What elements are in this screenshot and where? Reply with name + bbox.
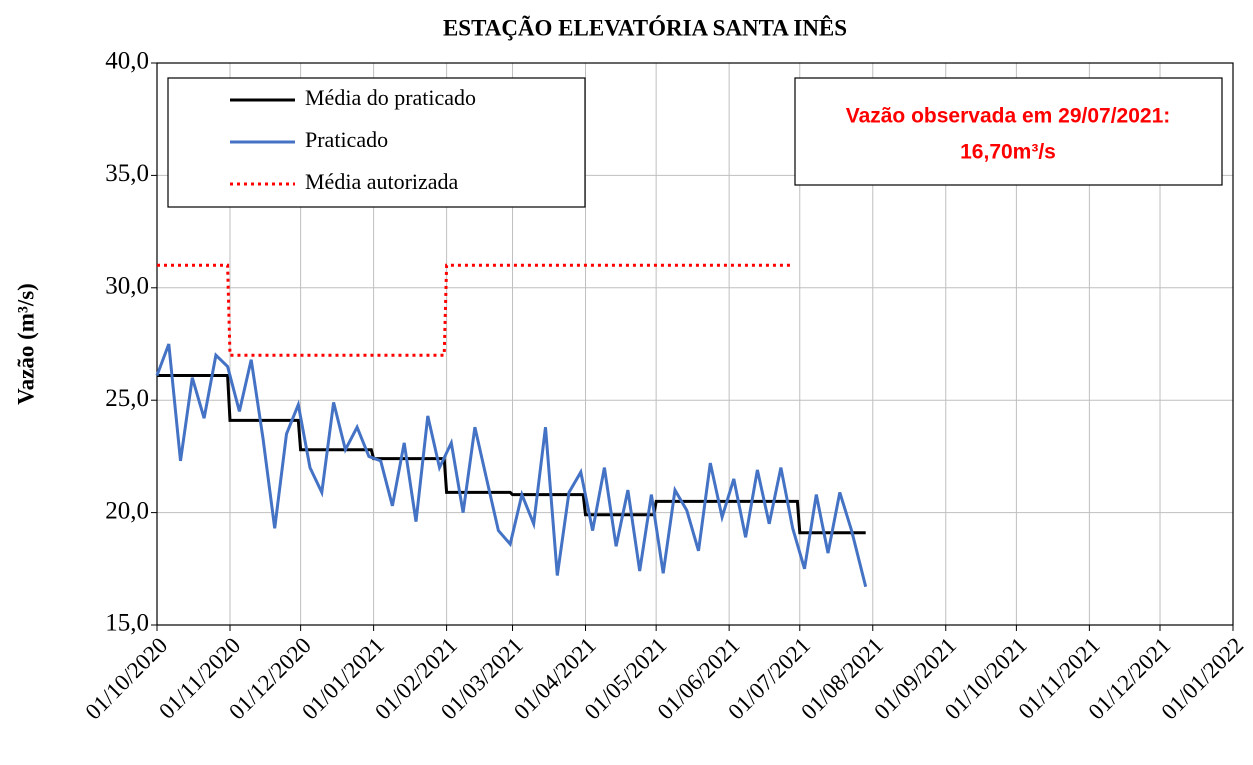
- y-tick-label: 40,0: [105, 48, 149, 75]
- y-tick-label: 35,0: [105, 160, 149, 187]
- data-line: [155, 343, 868, 588]
- data-line: [157, 374, 866, 535]
- legend-label: Média do praticado: [305, 85, 476, 110]
- y-tick-label: 20,0: [105, 497, 149, 524]
- annotation-text: 16,70m³/s: [960, 141, 1056, 164]
- y-tick-label: 15,0: [105, 610, 149, 637]
- y-axis-label: Vazão (m³/s): [13, 283, 38, 405]
- chart-title: ESTAÇÃO ELEVATÓRIA SANTA INÊS: [443, 14, 847, 40]
- annotation-box: [794, 77, 1223, 186]
- legend-label: Média autorizada: [305, 169, 459, 194]
- legend-label: Praticado: [305, 127, 388, 152]
- plot-frame: [156, 62, 1234, 626]
- y-tick-label: 25,0: [105, 385, 149, 412]
- y-tick-label: 30,0: [105, 273, 149, 300]
- annotation-text: Vazão observada em 29/07/2021:: [846, 105, 1171, 128]
- data-line: [157, 263, 793, 357]
